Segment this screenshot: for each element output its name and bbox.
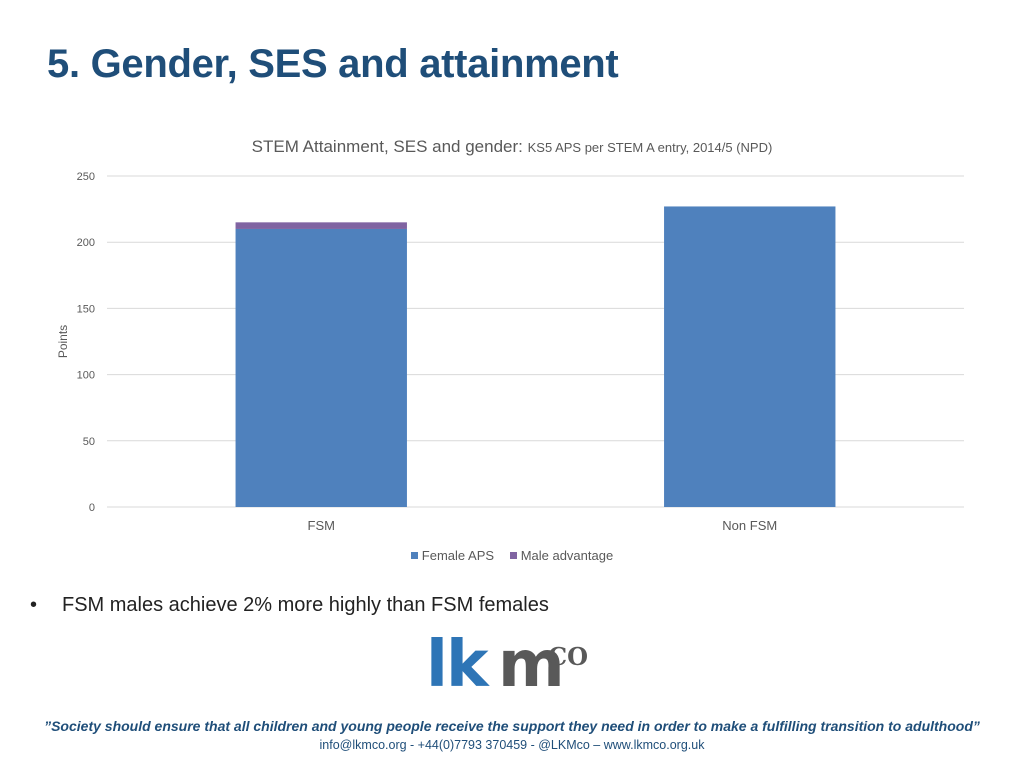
footer-quote: ”Society should ensure that all children… [44, 718, 980, 734]
bullet-point: • FSM males achieve 2% more highly than F… [30, 594, 549, 617]
legend-swatch-male-advantage [509, 552, 517, 560]
y-tick-label: 50 [83, 436, 95, 448]
y-tick-label: 0 [89, 502, 95, 514]
logo-lk-text: lk [426, 628, 488, 702]
y-axis-label: Points [56, 325, 70, 358]
bar-fsm-male-advantage [235, 222, 407, 229]
legend-swatch-female-aps [410, 552, 418, 560]
logo-co-text: CO [548, 642, 589, 671]
chart-title: STEM Attainment, SES and gender: KS5 APS… [0, 137, 1024, 157]
y-tick-label: 250 [77, 171, 95, 183]
y-tick-label: 100 [77, 370, 95, 382]
logo-m-text: m [498, 628, 565, 702]
chart-legend: Female APS Male advantage [0, 548, 1024, 563]
legend-item-female-aps: Female APS [410, 548, 495, 563]
bar-fsm-female-aps [235, 228, 407, 507]
slide-title: 5. Gender, SES and attainment [47, 42, 619, 86]
bullet-text: FSM males achieve 2% more highly than FS… [62, 594, 549, 616]
legend-label-male-advantage: Male advantage [520, 548, 614, 563]
x-category-label: FSM [308, 518, 335, 533]
y-tick-label: 200 [77, 237, 95, 249]
bar-non-fsm-female-aps [664, 206, 836, 507]
chart-subtitle: KS5 APS per STEM A entry, 2014/5 (NPD) [527, 140, 773, 155]
chart-title-main: STEM Attainment, SES and gender: [251, 137, 523, 156]
legend-item-male-advantage: Male advantage [509, 548, 614, 563]
bullet-icon: • [30, 594, 38, 616]
footer-contact: info@lkmco.org - +44(0)7793 370459 - @LK… [319, 738, 705, 752]
y-tick-label: 150 [77, 303, 95, 315]
lkmco-logo: lk m CO [426, 628, 606, 712]
x-category-label: Non FSM [722, 518, 777, 533]
legend-label-female-aps: Female APS [421, 548, 495, 563]
